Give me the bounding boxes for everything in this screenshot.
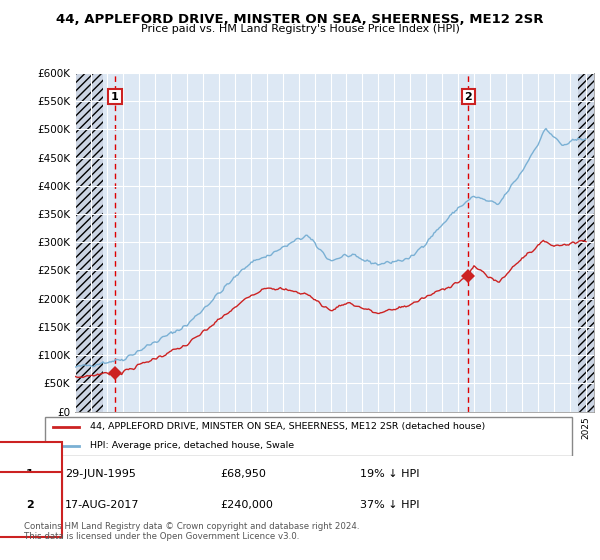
Text: £240,000: £240,000 bbox=[220, 500, 273, 510]
Text: Contains HM Land Registry data © Crown copyright and database right 2024.
This d: Contains HM Land Registry data © Crown c… bbox=[24, 522, 359, 542]
Text: 44, APPLEFORD DRIVE, MINSTER ON SEA, SHEERNESS, ME12 2SR: 44, APPLEFORD DRIVE, MINSTER ON SEA, SHE… bbox=[56, 13, 544, 26]
Text: 1: 1 bbox=[26, 469, 34, 479]
Text: Price paid vs. HM Land Registry's House Price Index (HPI): Price paid vs. HM Land Registry's House … bbox=[140, 24, 460, 34]
Text: 37% ↓ HPI: 37% ↓ HPI bbox=[360, 500, 419, 510]
Text: £68,950: £68,950 bbox=[220, 469, 266, 479]
Text: 2: 2 bbox=[464, 91, 472, 101]
Text: 2: 2 bbox=[26, 500, 34, 510]
Text: 44, APPLEFORD DRIVE, MINSTER ON SEA, SHEERNESS, ME12 2SR (detached house): 44, APPLEFORD DRIVE, MINSTER ON SEA, SHE… bbox=[90, 422, 485, 431]
FancyBboxPatch shape bbox=[44, 417, 572, 456]
Text: 1: 1 bbox=[111, 91, 119, 101]
Text: HPI: Average price, detached house, Swale: HPI: Average price, detached house, Swal… bbox=[90, 441, 294, 450]
Text: 19% ↓ HPI: 19% ↓ HPI bbox=[360, 469, 419, 479]
Text: 29-JUN-1995: 29-JUN-1995 bbox=[65, 469, 136, 479]
Bar bbox=[75, 73, 103, 412]
Text: 17-AUG-2017: 17-AUG-2017 bbox=[65, 500, 139, 510]
Bar bbox=[578, 73, 594, 412]
